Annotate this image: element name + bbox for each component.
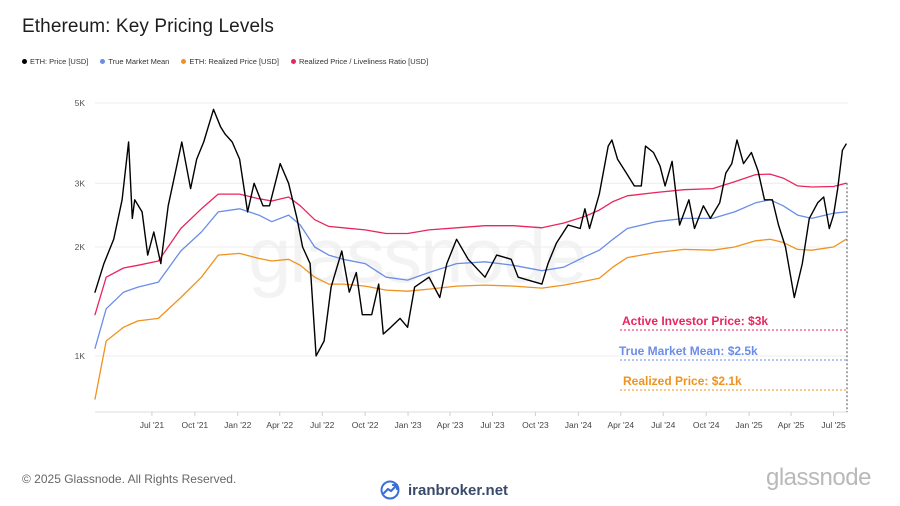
legend-label-price: ETH: Price [USD] [30, 57, 89, 66]
legend-item-true-market-mean[interactable]: True Market Mean [100, 57, 169, 66]
annotation-label: Active Investor Price: $3k [622, 314, 768, 328]
legend-label-realized-price: ETH: Realized Price [USD] [189, 57, 279, 66]
copyright-text: © 2025 Glassnode. All Rights Reserved. [22, 472, 237, 486]
y-tick-label: 1K [75, 351, 86, 361]
x-tick-label: Apr '24 [607, 420, 634, 430]
legend-label-liveliness-ratio: Realized Price / Liveliness Ratio [USD] [298, 57, 429, 66]
x-tick-label: Jul '23 [480, 420, 505, 430]
x-tick-label: Jul '25 [821, 420, 846, 430]
x-tick-label: Oct '24 [693, 420, 720, 430]
x-tick-label: Oct '21 [182, 420, 209, 430]
x-tick-label: Jul '24 [651, 420, 676, 430]
annotation-label: True Market Mean: $2.5k [619, 344, 758, 358]
legend-label-true-market-mean: True Market Mean [108, 57, 170, 66]
legend-dot-liveliness-ratio [290, 59, 296, 64]
iranbroker-text: iranbroker.net [408, 481, 509, 499]
legend-dot-realized-price [181, 59, 187, 64]
chart-grid [95, 102, 848, 413]
legend-item-price[interactable]: ETH: Price [USD] [22, 57, 88, 66]
legend-item-realized-price[interactable]: ETH: Realized Price [USD] [181, 57, 279, 66]
legend-item-liveliness-ratio[interactable]: Realized Price / Liveliness Ratio [USD] [290, 57, 429, 66]
iranbroker-brand[interactable]: iranbroker.net [380, 480, 508, 500]
x-axis-ticks: Jul '21 Oct '21 Jan '22 Apr '22 Jul '22 Oct '… [140, 412, 846, 430]
chart-annotations: Active Investor Price: $3k True Market Me… [619, 183, 848, 412]
true-market-mean-line [94, 199, 847, 349]
chart-legend: ETH: Price [USD] True Market Mean ETH: R… [22, 57, 428, 66]
realized-price-line [94, 238, 847, 400]
glassnode-logo-text: glassnode [766, 464, 871, 491]
y-tick-label: 2K [75, 242, 86, 252]
x-tick-label: Apr '23 [437, 420, 464, 430]
legend-dot-price [22, 59, 27, 64]
x-tick-label: Jul '21 [140, 420, 165, 430]
x-tick-label: Apr '25 [778, 420, 805, 430]
chart-title: Ethereum: Key Pricing Levels [22, 16, 275, 37]
chart-growth-icon [380, 480, 400, 500]
x-tick-label: Jul '22 [310, 420, 335, 430]
annotation-label: Realized Price: $2.1k [623, 374, 742, 388]
x-tick-label: Oct '22 [352, 420, 379, 430]
liveliness-ratio-line [94, 173, 847, 316]
y-tick-label: 3K [75, 178, 86, 188]
x-tick-label: Apr '22 [266, 420, 293, 430]
chart-series [94, 108, 847, 400]
y-tick-label: 5K [75, 98, 86, 108]
price-line [94, 108, 847, 357]
y-axis-ticks: 1K 2K 3K 5K [75, 98, 86, 361]
legend-dot-true-market-mean [100, 59, 106, 64]
x-tick-label: Jan '25 [736, 420, 763, 430]
x-tick-label: Jan '22 [224, 420, 251, 430]
x-tick-label: Jan '23 [394, 420, 421, 430]
x-tick-label: Jan '24 [565, 420, 592, 430]
x-tick-label: Oct '23 [522, 420, 549, 430]
